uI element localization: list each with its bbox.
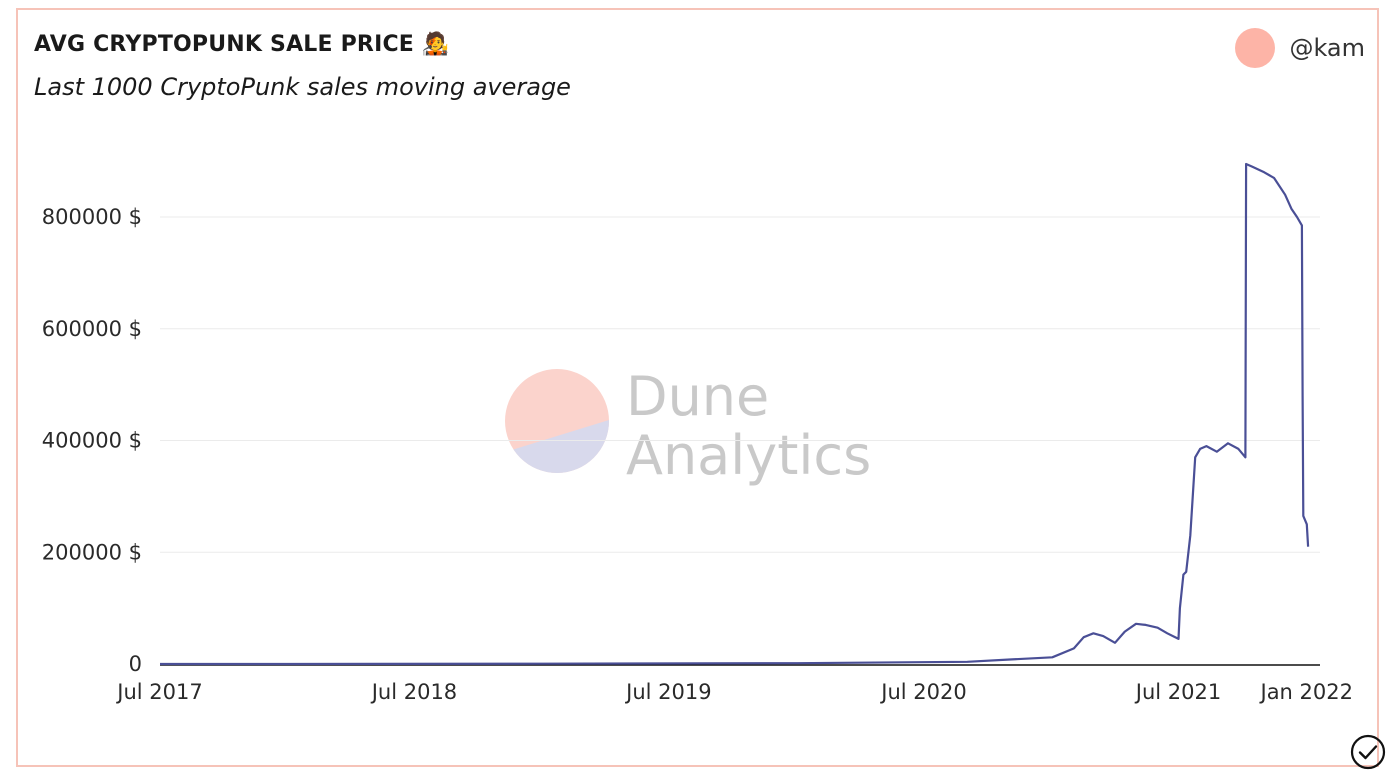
x-tick-label: Jan 2022 <box>1259 680 1354 704</box>
y-tick-label: 600000 $ <box>42 317 142 341</box>
title-text: AVG CRYPTOPUNK SALE PRICE <box>34 32 415 57</box>
watermark-line2: Analytics <box>626 424 871 487</box>
avatar[interactable] <box>1235 28 1276 68</box>
x-tick-label: Jul 2021 <box>1134 680 1221 704</box>
author[interactable]: @kam <box>1235 28 1365 68</box>
x-tick-label: Jul 2017 <box>115 680 202 704</box>
chart-title: AVG CRYPTOPUNK SALE PRICE 🧑‍🎤 <box>34 32 449 57</box>
y-tick-label: 400000 $ <box>42 429 142 453</box>
watermark: Dune Analytics <box>505 365 871 487</box>
x-tick-label: Jul 2020 <box>879 680 966 704</box>
y-tick-label: 800000 $ <box>42 205 142 229</box>
watermark-line1: Dune <box>626 365 769 428</box>
x-tick-label: Jul 2018 <box>370 680 457 704</box>
x-tick-label: Jul 2019 <box>624 680 711 704</box>
chart-subtitle: Last 1000 CryptoPunk sales moving averag… <box>34 73 571 101</box>
y-tick-label: 200000 $ <box>42 540 142 564</box>
y-axis: 0 200000 $ 400000 $ 600000 $ 800000 $ <box>42 205 142 676</box>
x-axis: Jul 2017 Jul 2018 Jul 2019 Jul 2020 Jul 2021… <box>115 664 1354 704</box>
y-tick-label: 0 <box>129 652 142 676</box>
check-circle-icon <box>1350 734 1386 770</box>
chart-card: AVG CRYPTOPUNK SALE PRICE 🧑‍🎤 Last 1000 … <box>16 8 1379 767</box>
series-line <box>160 162 1310 666</box>
punk-emoji-icon: 🧑‍🎤 <box>421 32 450 57</box>
grid <box>160 216 1320 553</box>
dune-logo-icon <box>505 369 609 473</box>
username[interactable]: @kam <box>1289 34 1365 62</box>
